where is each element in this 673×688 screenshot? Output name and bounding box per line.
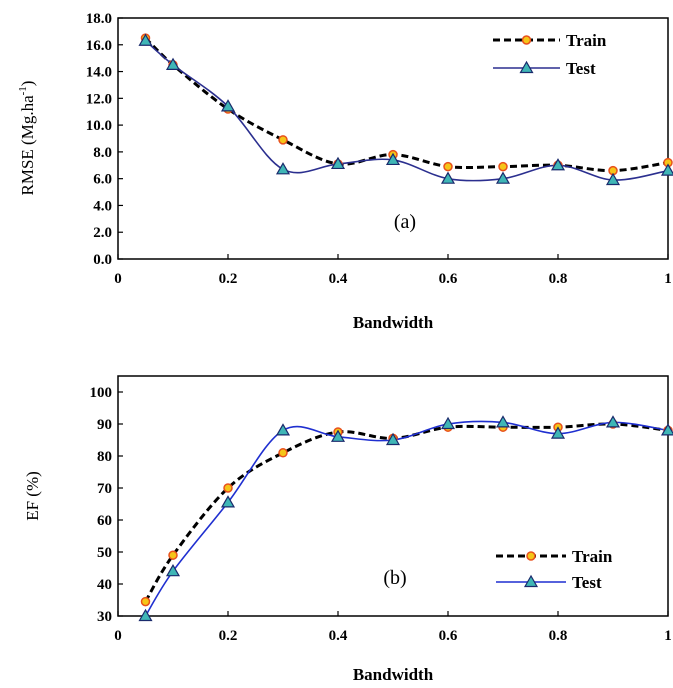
x-tick-label: 0 — [114, 628, 122, 644]
data-point-test — [440, 416, 456, 430]
y-tick-label: 70 — [97, 481, 112, 497]
data-point-train — [443, 161, 453, 172]
x-tick-label: 0.6 — [439, 628, 458, 644]
y-tick-label: 100 — [90, 385, 113, 401]
y-ticks-a: 0.0 2.0 4.0 6.0 8.0 10.0 12.0 14.0 16.0 18.0 — [86, 11, 123, 268]
data-point-test — [330, 156, 346, 170]
y-tick-label: 0.0 — [93, 252, 112, 268]
legend-b: Train Test — [496, 547, 613, 592]
data-point-test — [220, 99, 236, 112]
data-point-test — [165, 563, 181, 577]
x-tick-label: 0.4 — [329, 628, 348, 644]
data-point-test — [165, 57, 181, 70]
legend-label-test: Test — [566, 59, 596, 78]
data-point-train — [278, 135, 288, 145]
series-line-train — [144, 422, 668, 603]
legend-label-train: Train — [572, 547, 613, 566]
y-tick-label: 18.0 — [86, 11, 112, 27]
legend-marker-test — [519, 60, 534, 74]
x-axis-title-a: Bandwidth — [353, 313, 434, 332]
legend-marker-train — [521, 35, 532, 45]
x-tick-label: 0.8 — [549, 271, 568, 287]
legend-marker-test — [523, 574, 539, 588]
data-point-test — [275, 423, 291, 436]
data-point-test — [495, 415, 511, 428]
legend-marker-train — [526, 551, 536, 561]
y-ticks-b: 30 40 50 60 70 80 90 100 — [90, 385, 123, 625]
plot-frame-b — [117, 375, 669, 617]
data-point-test — [550, 158, 566, 171]
data-point-test — [385, 152, 401, 166]
y-tick-label: 14.0 — [86, 65, 112, 81]
series-line-train — [144, 37, 668, 173]
data-point-test — [660, 163, 673, 176]
x-axis-title-b: Bandwidth — [353, 665, 434, 684]
y-tick-label: 8.0 — [93, 145, 112, 161]
series-line-test — [144, 420, 668, 616]
data-point-train — [278, 448, 288, 458]
y-tick-label: 6.0 — [93, 172, 112, 188]
x-ticks-b: 0 0.2 0.4 0.6 0.8 1 — [114, 611, 672, 644]
x-ticks-a: 0 0.2 0.4 0.6 0.8 1 — [114, 254, 672, 287]
y-tick-label: 40 — [97, 577, 112, 593]
chart-panel-a: 0.0 2.0 4.0 6.0 8.0 10.0 12.0 14.0 16.0 18.0 0 0.2… — [17, 11, 673, 332]
x-tick-label: 0 — [114, 271, 122, 287]
panel-label-a: (a) — [394, 211, 416, 233]
legend-label-train: Train — [566, 31, 607, 50]
y-tick-label: 2.0 — [93, 225, 112, 241]
legend-label-test: Test — [572, 573, 602, 592]
y-tick-label: 60 — [97, 513, 112, 529]
data-point-train — [498, 161, 508, 172]
y-tick-label: 30 — [97, 609, 112, 625]
series-layer-a — [138, 33, 673, 186]
data-point-test — [275, 162, 291, 175]
y-axis-title-a: RMSE (Mg.ha-1) — [17, 81, 37, 196]
data-point-test — [660, 423, 673, 436]
data-point-train — [223, 483, 233, 493]
data-point-test — [330, 429, 346, 442]
series-layer-b — [138, 415, 673, 622]
y-axis-title-superscript: -1 — [17, 86, 29, 95]
data-point-test — [220, 495, 236, 508]
y-tick-label: 10.0 — [86, 118, 112, 134]
x-tick-label: 0.2 — [219, 271, 238, 287]
data-point-test — [138, 608, 153, 622]
data-point-test — [385, 432, 401, 446]
x-tick-label: 1 — [664, 628, 672, 644]
chart-panel-b: 30 40 50 60 70 80 90 100 0 0.2 0.4 0.6 0.8 1 Bandwid… — [23, 375, 673, 684]
x-tick-label: 0.6 — [439, 271, 458, 287]
legend-a: Train Test — [493, 31, 607, 78]
y-tick-label: 16.0 — [86, 38, 112, 54]
data-point-test — [550, 426, 566, 439]
x-tick-label: 0.4 — [329, 271, 348, 287]
y-tick-label: 80 — [97, 449, 112, 465]
data-point-train — [168, 550, 178, 560]
y-tick-label: 90 — [97, 417, 112, 433]
data-point-train — [140, 596, 151, 607]
data-point-test — [138, 33, 153, 46]
y-tick-label: 4.0 — [93, 198, 112, 214]
data-point-test — [440, 171, 456, 184]
y-tick-label: 50 — [97, 545, 112, 561]
y-axis-title-b: EF (%) — [23, 471, 42, 521]
panel-label-b: (b) — [383, 567, 406, 589]
x-tick-label: 0.2 — [219, 628, 238, 644]
plot-frame-a — [117, 17, 669, 260]
data-point-test — [495, 171, 511, 184]
data-point-test — [605, 172, 621, 186]
data-point-test — [605, 415, 621, 428]
x-tick-label: 0.8 — [549, 628, 568, 644]
x-tick-label: 1 — [664, 271, 672, 287]
y-tick-label: 12.0 — [86, 91, 112, 107]
